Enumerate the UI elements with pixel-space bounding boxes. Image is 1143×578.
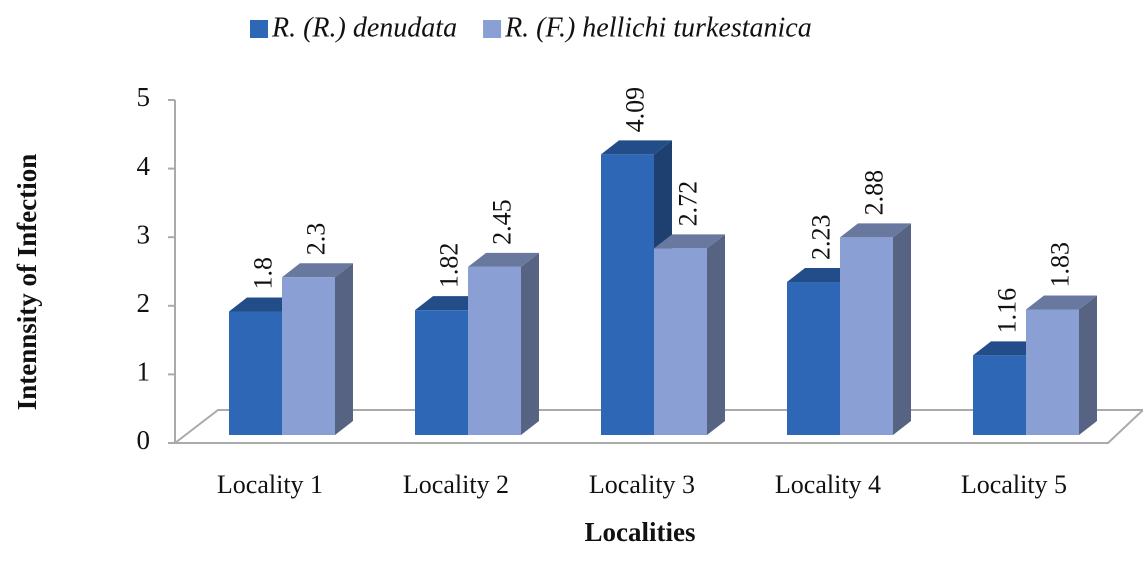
bar bbox=[1026, 295, 1097, 435]
bar-top bbox=[840, 223, 911, 238]
bar-side bbox=[335, 263, 353, 435]
bar-side bbox=[1079, 295, 1097, 435]
x-tick-label: Locality 1 bbox=[217, 470, 323, 499]
y-tick-label: 0 bbox=[137, 425, 151, 455]
bar-side bbox=[893, 223, 911, 435]
bar-top bbox=[1026, 295, 1097, 310]
data-label: 2.88 bbox=[859, 170, 888, 216]
x-axis-title: Localities bbox=[585, 517, 696, 547]
y-tick-label: 1 bbox=[137, 357, 151, 387]
data-label: 1.83 bbox=[1045, 242, 1074, 288]
legend-label: R. (F.) hellichi turkestanica bbox=[504, 12, 812, 43]
data-label: 2.23 bbox=[806, 215, 835, 261]
x-tick-label: Locality 3 bbox=[589, 470, 695, 499]
bar bbox=[282, 263, 353, 435]
data-label: 2.45 bbox=[487, 199, 516, 245]
x-tick-label: Locality 2 bbox=[403, 470, 509, 499]
y-tick-label: 5 bbox=[137, 82, 151, 112]
y-tick-label: 3 bbox=[137, 219, 151, 249]
bar-front bbox=[973, 355, 1026, 435]
bar-top bbox=[468, 252, 539, 267]
data-label: 4.09 bbox=[620, 87, 649, 133]
bar-side bbox=[707, 234, 725, 435]
bar bbox=[840, 223, 911, 435]
bar-top bbox=[282, 263, 353, 278]
bar bbox=[654, 234, 725, 435]
legend-label: R. (R.) denudata bbox=[271, 12, 457, 43]
bar-front bbox=[415, 310, 468, 435]
bar-front bbox=[229, 311, 282, 435]
legend-swatch bbox=[250, 20, 268, 38]
bar-front bbox=[282, 277, 335, 435]
legend-swatch bbox=[483, 20, 502, 38]
bar bbox=[468, 252, 539, 435]
x-tick-label: Locality 5 bbox=[961, 470, 1067, 499]
data-label: 2.72 bbox=[673, 181, 702, 227]
data-label: 1.82 bbox=[434, 243, 463, 289]
y-tick-label: 4 bbox=[137, 151, 151, 181]
bar-top bbox=[601, 140, 672, 155]
bar-front bbox=[654, 248, 707, 435]
data-label: 2.3 bbox=[301, 223, 330, 256]
x-tick-label: Locality 4 bbox=[775, 470, 881, 499]
bar-front bbox=[601, 154, 654, 435]
y-axis-title: Intennsity of Infection bbox=[12, 154, 42, 411]
data-label: 1.8 bbox=[248, 257, 277, 290]
bar-front bbox=[787, 282, 840, 435]
bar-side bbox=[521, 252, 539, 435]
bar-top bbox=[654, 234, 725, 249]
floor bbox=[172, 409, 1143, 444]
y-tick-label: 2 bbox=[137, 288, 151, 318]
data-label: 1.16 bbox=[992, 288, 1021, 334]
bar-front bbox=[840, 237, 893, 435]
bar-front bbox=[468, 266, 521, 435]
bar-front bbox=[1026, 309, 1079, 435]
